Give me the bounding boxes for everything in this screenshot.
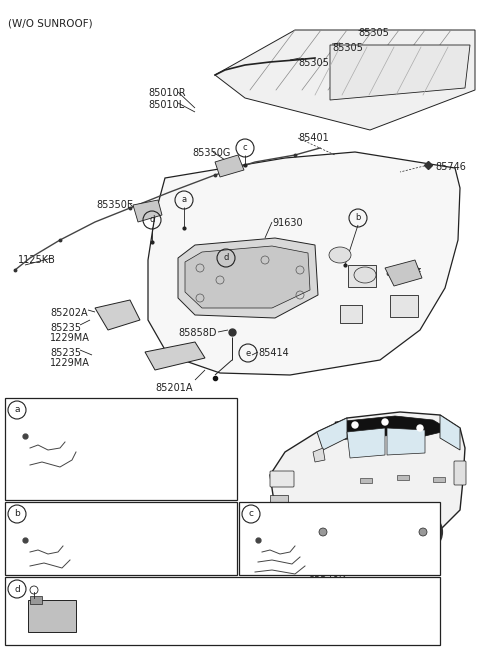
Text: 85235: 85235 (50, 348, 81, 358)
Circle shape (8, 580, 26, 598)
Text: 85414: 85414 (258, 348, 289, 358)
Text: 18641E: 18641E (115, 606, 152, 616)
FancyBboxPatch shape (270, 471, 294, 487)
Text: 85201A: 85201A (155, 383, 192, 393)
Circle shape (382, 419, 388, 425)
Text: 85399: 85399 (78, 536, 109, 546)
Text: 85340A: 85340A (78, 548, 115, 558)
Text: 85340B: 85340B (308, 559, 346, 569)
Polygon shape (185, 246, 310, 308)
Circle shape (405, 514, 441, 550)
Text: 85399: 85399 (12, 415, 43, 425)
Text: c: c (243, 144, 247, 152)
Text: e: e (245, 349, 251, 357)
Polygon shape (133, 200, 162, 222)
Circle shape (319, 528, 327, 536)
Text: 85340A: 85340A (308, 548, 346, 558)
Bar (360, 478, 372, 483)
Text: 85399: 85399 (308, 536, 339, 546)
Text: c: c (249, 510, 253, 518)
Text: 85399: 85399 (246, 519, 277, 529)
Text: 85350F: 85350F (385, 268, 421, 278)
Circle shape (305, 514, 341, 550)
Text: 85399: 85399 (78, 430, 109, 440)
Text: 1125KB: 1125KB (18, 255, 56, 265)
Text: b: b (14, 510, 20, 518)
Text: 85340A: 85340A (78, 442, 115, 452)
Text: d: d (223, 253, 228, 263)
Bar (340, 305, 362, 323)
Text: 85746: 85746 (435, 162, 466, 172)
Ellipse shape (354, 267, 376, 283)
Polygon shape (317, 418, 347, 450)
Text: 85858D: 85858D (178, 328, 216, 338)
Polygon shape (145, 342, 205, 370)
Text: 85340K: 85340K (308, 569, 345, 579)
Text: 85010L: 85010L (148, 100, 184, 110)
Circle shape (242, 505, 260, 523)
Ellipse shape (329, 247, 351, 263)
Circle shape (415, 524, 431, 540)
Text: 92890A: 92890A (208, 608, 245, 618)
Polygon shape (440, 415, 460, 450)
Text: (W/O SUNROOF): (W/O SUNROOF) (8, 18, 93, 28)
Circle shape (315, 524, 331, 540)
Polygon shape (215, 30, 475, 130)
Polygon shape (95, 300, 140, 330)
FancyBboxPatch shape (454, 461, 466, 485)
Bar (5, 502, 237, 575)
Text: a: a (181, 196, 187, 204)
Text: 85399: 85399 (12, 519, 43, 529)
Circle shape (8, 401, 26, 419)
Text: 85202A: 85202A (50, 308, 88, 318)
Bar (348, 265, 376, 287)
Text: b: b (355, 214, 360, 222)
Text: 85350M: 85350M (78, 472, 118, 482)
Polygon shape (313, 448, 325, 462)
Bar (397, 475, 409, 480)
Text: 1229MA: 1229MA (50, 333, 90, 343)
Polygon shape (215, 155, 244, 177)
Bar (270, 495, 288, 507)
Polygon shape (387, 428, 425, 455)
Text: 85305: 85305 (358, 28, 389, 38)
Text: d: d (149, 216, 155, 224)
Circle shape (419, 528, 427, 536)
Text: 85010R: 85010R (148, 88, 186, 98)
Text: 85350G: 85350G (192, 148, 230, 158)
Bar (5, 398, 237, 500)
Bar (433, 477, 445, 482)
Text: 85305: 85305 (332, 43, 363, 53)
Text: 85401: 85401 (298, 133, 329, 143)
Text: 85305: 85305 (298, 58, 329, 68)
Polygon shape (335, 416, 450, 440)
Bar (5, 577, 440, 645)
Text: 91630: 91630 (272, 218, 302, 228)
Circle shape (352, 422, 358, 428)
Polygon shape (347, 428, 385, 458)
Text: 1229MA: 1229MA (50, 358, 90, 368)
Polygon shape (330, 45, 470, 100)
Bar (239, 502, 440, 575)
Text: 85235: 85235 (50, 323, 81, 333)
Text: 85350E: 85350E (96, 200, 133, 210)
Bar (28, 600, 76, 632)
Text: 85350L: 85350L (78, 460, 114, 470)
Circle shape (417, 425, 423, 431)
Text: a: a (14, 405, 20, 415)
Text: 85340J: 85340J (78, 562, 112, 572)
Polygon shape (148, 152, 460, 375)
Text: d: d (14, 584, 20, 593)
Polygon shape (385, 260, 422, 286)
Bar (390, 295, 418, 317)
Polygon shape (270, 412, 465, 540)
Polygon shape (178, 238, 318, 318)
Circle shape (8, 505, 26, 523)
Bar (30, 596, 42, 604)
